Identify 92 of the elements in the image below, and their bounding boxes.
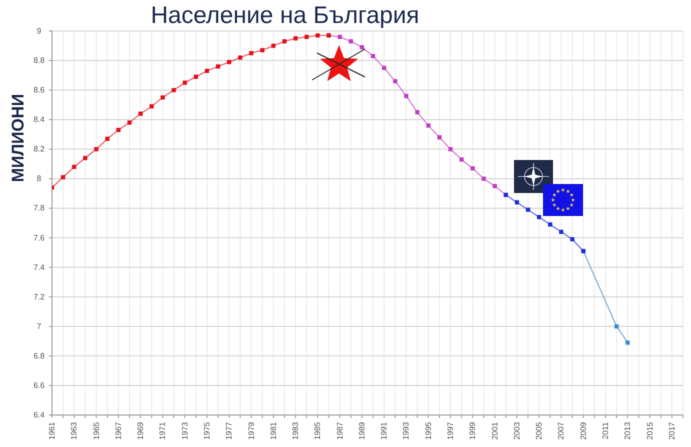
point [492,184,497,188]
x-tick-label: 1963 [70,421,79,440]
point [448,147,453,152]
x-tick-label: 2001 [490,421,500,440]
point [382,66,386,70]
point [370,54,376,58]
point [238,55,242,60]
point [83,156,88,160]
x-tick-label: 1969 [136,421,146,440]
x-tick-label: 1997 [446,421,456,440]
point [260,48,264,52]
x-tick-label: 1979 [246,421,256,440]
point [393,79,398,84]
y-tick-label: 7.6 [33,233,46,242]
x-tick-label: 2007 [556,421,566,440]
y-tick-label: 6.4 [33,410,46,420]
point [415,110,420,114]
point [559,230,564,234]
point [160,95,165,100]
point [304,34,309,40]
x-tick-label: 2015 [645,421,654,440]
point [227,60,232,64]
y-tick-label: 7 [36,322,42,331]
point [626,340,630,345]
point [282,39,287,44]
y-tick-label: 6.8 [33,351,46,360]
point [614,324,619,328]
x-tick-label: 2009 [578,421,588,440]
point [570,237,574,242]
point [94,147,98,152]
point [249,51,254,56]
point [316,33,320,38]
x-tick-label: 2017 [667,421,676,440]
point [360,45,364,50]
point [216,64,220,69]
point [536,214,542,220]
y-tick-label: 8.8 [33,56,46,66]
point [127,120,132,125]
x-tick-label: 2005 [534,421,544,440]
point [404,94,408,98]
x-tick-label: 1995 [424,421,433,440]
y-tick-label: 7.8 [33,204,46,213]
point [194,74,198,79]
y-tick-label: 7.4 [33,262,46,272]
point [72,164,76,169]
x-tick-label: 1985 [313,421,322,440]
chart-title: Население на България [150,2,420,30]
point [470,166,475,170]
x-tick-label: 1977 [224,421,234,440]
point [348,39,353,44]
point [116,128,121,132]
point [437,135,442,140]
point [271,44,276,48]
point [338,34,342,40]
x-tick-label: 1989 [357,421,366,440]
x-tick-label: 2013 [623,421,632,440]
point [514,200,520,204]
point [182,80,187,85]
x-tick-label: 1981 [268,421,278,440]
y-tick-label: 8.6 [33,86,46,95]
x-tick-label: 1971 [158,421,168,440]
point [293,36,298,40]
x-tick-label: 1983 [291,421,300,440]
x-tick-label: 1987 [335,421,344,440]
point [526,208,530,212]
y-tick-label: 9 [36,26,42,36]
x-tick-label: 1999 [468,421,478,440]
point [138,112,143,116]
x-tick-label: 2003 [512,421,522,440]
x-tick-label: 1965 [92,421,101,440]
y-axis-title: МИЛИОНИ [8,94,28,182]
x-tick-label: 1961 [48,421,56,440]
x-tick-label: 1993 [402,421,411,440]
point [204,68,210,73]
y-tick-label: 8 [36,174,42,184]
y-tick-label: 7.2 [33,292,46,302]
x-tick-label: 1967 [114,421,123,440]
point [60,175,66,180]
point [172,88,176,92]
x-tick-label: 1975 [202,421,212,440]
x-tick-label: 2011 [601,421,610,440]
point [426,123,430,128]
point [482,176,486,181]
x-tick-label: 1991 [380,421,389,440]
x-tick-label: 1973 [180,421,190,440]
y-tick-label: 8.4 [33,115,46,124]
y-tick-label: 8.2 [33,144,46,154]
y-tick-label: 6.6 [33,380,46,390]
point [459,157,464,162]
point [105,136,110,141]
point [548,222,552,227]
point [150,104,154,108]
